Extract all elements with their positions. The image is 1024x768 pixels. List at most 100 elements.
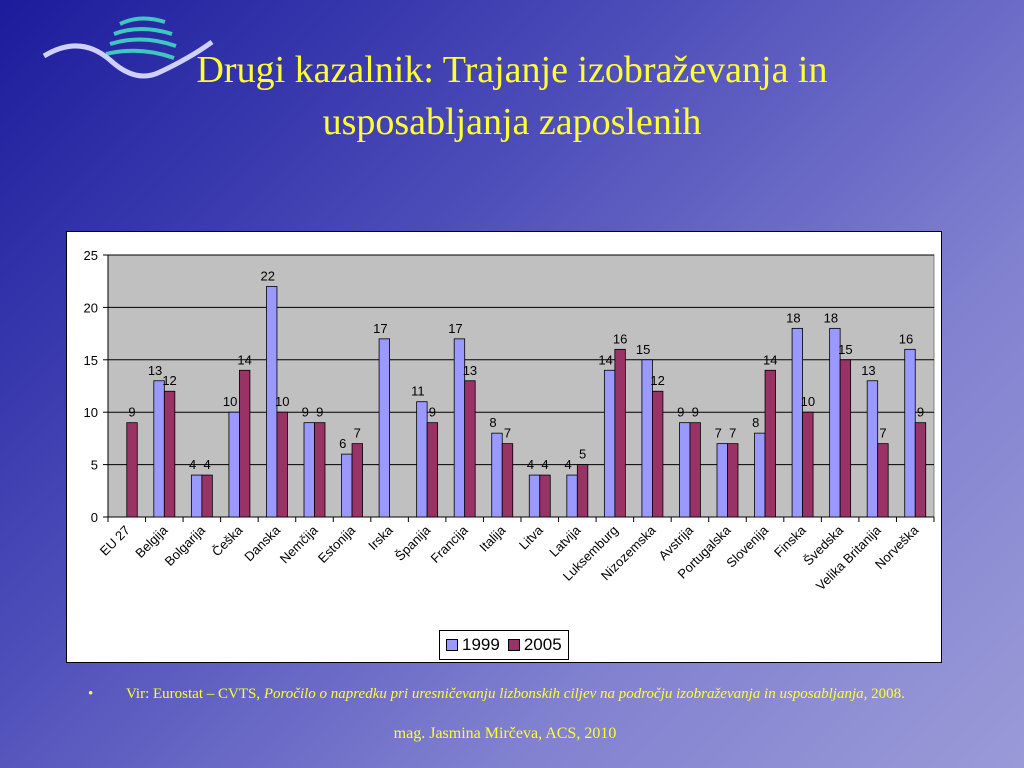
chart-container: 0 5 10 15 20 25 EU 27 9 Belgija 13 12 Bolgarija 4 4 Če… [66, 231, 942, 663]
bar-2005 [464, 380, 476, 518]
bar-1999 [153, 380, 165, 518]
bullet: • [88, 686, 94, 702]
y-tick-label: 15 [84, 353, 98, 368]
bar-1999 [904, 348, 916, 518]
bar-1999 [791, 327, 803, 518]
data-label-2005: 4 [541, 457, 548, 472]
bar-2005 [239, 369, 251, 518]
bar-2005 [201, 474, 213, 518]
legend-label-1999: 1999 [462, 635, 500, 654]
bar-2005 [652, 390, 664, 518]
bar-2005 [914, 422, 927, 518]
data-label-1999: 16 [899, 331, 913, 346]
title-line-1: Drugi kazalnik: Trajanje izobraževanja i… [196, 49, 828, 91]
bar-2005 [501, 443, 514, 518]
legend-item-2005: 2005 [507, 635, 562, 655]
bar-1999 [679, 422, 691, 518]
bar-1999 [228, 411, 240, 518]
source-prefix: Vir: Eurostat – CVTS, [126, 686, 264, 702]
x-tick-label: Francija [427, 522, 471, 566]
bar-1999 [303, 422, 315, 518]
data-label-2005: 12 [650, 373, 664, 388]
x-tick-label: EU 27 [97, 523, 133, 559]
bar-2005 [426, 422, 439, 518]
data-label-2005: 9 [429, 405, 436, 420]
bar-1999 [491, 432, 503, 518]
x-tick-label: Bolgarija [162, 522, 209, 569]
data-label-1999: 4 [564, 457, 571, 472]
y-tick-label: 5 [91, 458, 98, 473]
data-label-1999: 4 [189, 457, 196, 472]
legend-swatch-2005 [507, 639, 520, 651]
bar-2005 [576, 464, 589, 518]
data-label-1999: 8 [752, 415, 759, 430]
slide-title: Drugi kazalnik: Trajanje izobraževanja i… [0, 44, 1024, 148]
data-label-2005: 7 [729, 426, 736, 441]
x-tick-label: Španija [392, 522, 434, 564]
data-label-1999: 7 [715, 426, 722, 441]
data-label-2005: 5 [579, 447, 586, 462]
y-tick-label: 20 [84, 300, 98, 315]
bar-2005 [614, 348, 626, 518]
data-label-2005: 12 [162, 373, 176, 388]
data-label-1999: 14 [598, 352, 612, 367]
data-label-1999: 18 [824, 310, 838, 325]
data-label-1999: 8 [489, 415, 496, 430]
legend-swatch-1999 [446, 639, 458, 651]
bar-1999 [716, 443, 728, 518]
data-label-2005: 14 [237, 352, 251, 367]
bar-2005 [802, 411, 814, 518]
data-label-2005: 9 [128, 405, 135, 420]
bar-2005 [539, 474, 551, 518]
bar-1999 [266, 286, 278, 518]
bar-2005 [276, 411, 288, 518]
data-label-2005: 7 [504, 426, 511, 441]
data-label-2005: 15 [838, 342, 852, 357]
source-suffix: 2008. [867, 686, 905, 702]
data-label-2005: 16 [613, 331, 627, 346]
bar-1999 [416, 401, 428, 518]
title-line-2: usposabljanja zaposlenih [322, 101, 702, 143]
bar-2005 [126, 422, 138, 518]
bar-2005 [689, 422, 701, 518]
bar-1999 [754, 432, 766, 518]
data-label-2005: 7 [879, 426, 886, 441]
data-label-1999: 10 [223, 394, 237, 409]
bar-1999 [378, 338, 390, 518]
bar-2005 [839, 359, 852, 518]
data-label-1999: 17 [373, 321, 387, 336]
data-label-1999: 18 [786, 310, 800, 325]
data-label-1999: 15 [636, 342, 650, 357]
data-label-1999: 13 [148, 363, 162, 378]
data-label-1999: 4 [527, 457, 534, 472]
data-label-1999: 9 [677, 405, 684, 420]
bar-1999 [866, 380, 879, 518]
data-label-1999: 9 [302, 405, 309, 420]
x-tick-label: Danska [241, 522, 283, 564]
bar-2005 [727, 443, 739, 518]
bar-1999 [190, 474, 203, 518]
bar-1999 [341, 453, 353, 518]
x-tick-label: Irska [365, 522, 396, 553]
footer-author: mag. Jasmina Mirčeva, ACS, 2010 [393, 725, 617, 742]
y-tick-label: 10 [84, 405, 98, 420]
data-label-2005: 10 [801, 394, 815, 409]
source-italic: Poročilo o napredku pri uresničevanju li… [263, 686, 868, 702]
data-label-2005: 10 [275, 394, 289, 409]
bar-2005 [163, 390, 176, 518]
bar-2005 [314, 422, 326, 518]
source-text: Vir: Eurostat – CVTS, Poročilo o napredk… [126, 684, 956, 704]
legend-item-1999: 1999 [446, 635, 500, 655]
data-label-2005: 9 [917, 405, 924, 420]
data-label-1999: 6 [339, 436, 346, 451]
x-tick-label: Estonija [315, 522, 359, 566]
x-tick-label: Slovenija [723, 522, 771, 570]
bar-1999 [603, 369, 616, 518]
legend-label-2005: 2005 [523, 635, 562, 654]
bar-2005 [877, 443, 889, 518]
data-label-2005: 9 [316, 405, 323, 420]
wave-logo-icon [42, 16, 214, 79]
data-label-1999: 17 [448, 321, 462, 336]
bar-1999 [528, 474, 541, 518]
data-label-2005: 9 [692, 405, 699, 420]
